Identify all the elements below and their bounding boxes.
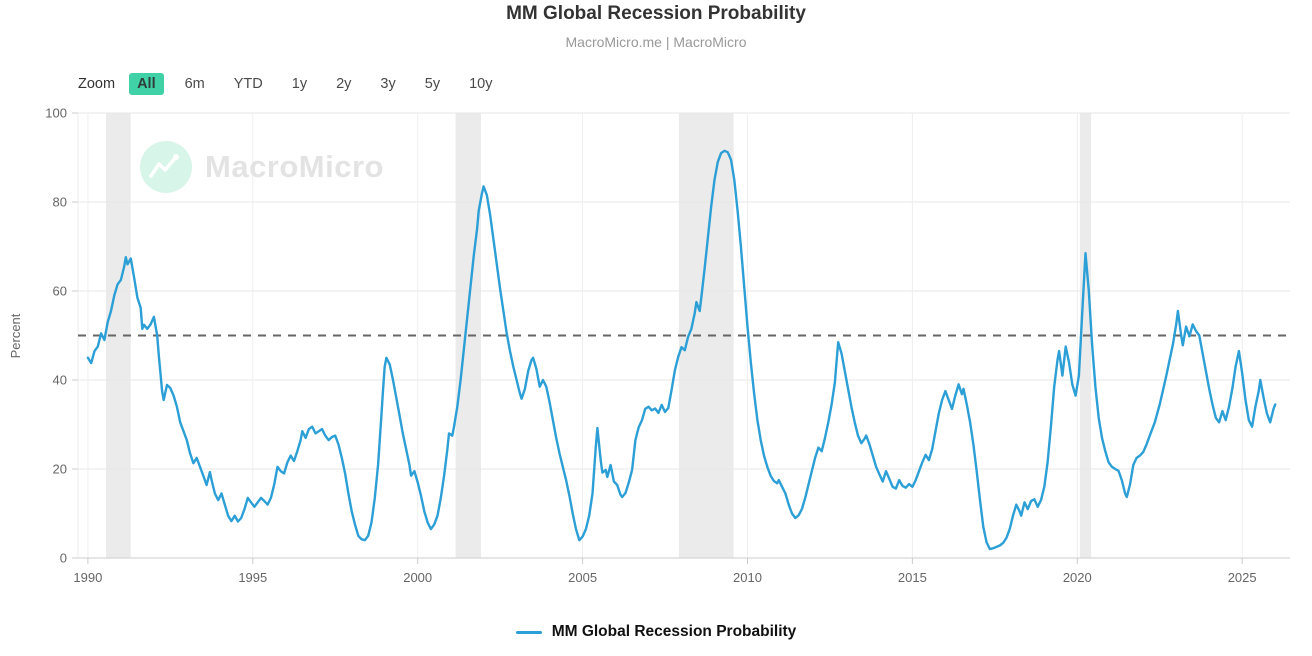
range-button-5y[interactable]: 5y [424, 75, 441, 92]
legend-item[interactable]: MM Global Recession Probability [0, 623, 1312, 641]
svg-text:2025: 2025 [1228, 570, 1257, 585]
range-button-3y[interactable]: 3y [380, 75, 396, 92]
svg-text:1990: 1990 [73, 570, 102, 585]
axis-tick-labels: 0 20 40 60 80 100 1990 1995 2000 2005 2010 2015 2020… [45, 106, 1256, 586]
svg-text:60: 60 [53, 284, 67, 299]
range-buttons: All 6m YTD 1y 2y 3y 5y 10y [129, 72, 500, 96]
svg-text:2000: 2000 [403, 570, 432, 585]
svg-text:2015: 2015 [898, 570, 927, 585]
range-button-1y[interactable]: 1y [291, 75, 308, 92]
recession-plot-bands [106, 113, 1092, 558]
svg-text:20: 20 [53, 462, 67, 477]
svg-text:80: 80 [53, 195, 67, 210]
svg-text:0: 0 [60, 551, 67, 566]
chart-title: MM Global Recession Probability [506, 3, 806, 24]
legend-line-swatch [515, 630, 542, 634]
zoom-toolbar: Zoom All 6m YTD 1y 2y 3y 5y 10y [78, 70, 500, 98]
chart-subtitle: MacroMicro.me | MacroMicro [565, 34, 747, 50]
svg-text:40: 40 [53, 373, 67, 388]
svg-text:2005: 2005 [568, 570, 597, 585]
legend-label: MM Global Recession Probability [551, 623, 797, 640]
svg-text:100: 100 [45, 106, 67, 121]
series-line[interactable] [86, 149, 1277, 551]
svg-text:1995: 1995 [238, 570, 267, 585]
range-button-6m[interactable]: 6m [184, 75, 205, 92]
y-axis-title: Percent [8, 313, 23, 359]
range-button-all[interactable]: All [129, 72, 164, 96]
svg-text:2010: 2010 [733, 570, 762, 585]
range-button-2y[interactable]: 2y [336, 75, 352, 92]
range-button-ytd[interactable]: YTD [233, 75, 263, 92]
range-button-10y[interactable]: 10y [469, 75, 493, 92]
svg-text:2020: 2020 [1063, 570, 1092, 585]
axis-tick-marks [72, 112, 1243, 564]
zoom-label: Zoom [78, 76, 116, 92]
